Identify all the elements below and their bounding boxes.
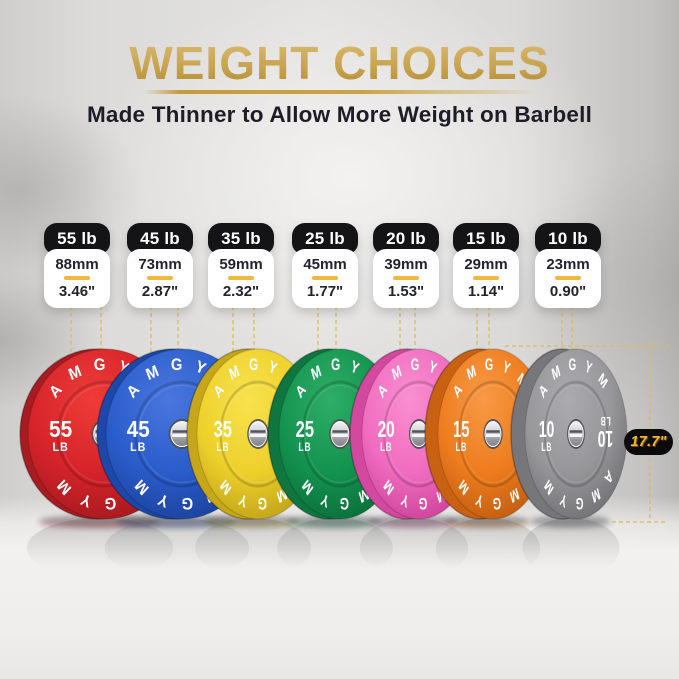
spec-thickness-mm: 59mm [219, 256, 263, 273]
spec-card-15lb: 15 lb 29mm 1.14" [453, 223, 519, 308]
plate-weight-number: 15 [453, 417, 470, 443]
plate-weight-number: 10 [539, 418, 554, 443]
plate-weight-unit: LB [216, 442, 229, 455]
page-subtitle: Made Thinner to Allow More Weight on Bar… [86, 102, 593, 127]
plate-weight-unit: LB [541, 441, 552, 454]
spec-card-body: 23mm 0.90" [535, 249, 601, 308]
spec-divider [147, 276, 173, 280]
header: WEIGHT CHOICES Made Thinner to Allow Mor… [0, 40, 679, 128]
diameter-badge: 17.7" [624, 429, 673, 455]
spec-divider [393, 276, 419, 280]
page-title: WEIGHT CHOICES [0, 40, 679, 86]
spec-card-body: 88mm 3.46" [44, 249, 110, 308]
plate-weight-unit: LB [298, 442, 311, 455]
title-underline [143, 90, 536, 94]
spec-thickness-inches: 2.87" [141, 282, 179, 300]
spec-thickness-inches: 2.32" [222, 282, 260, 300]
plate-weight-number: 25 [296, 417, 314, 442]
spec-thickness-mm: 45mm [303, 256, 347, 273]
spec-divider [228, 276, 254, 280]
spec-card-25lb: 25 lb 45mm 1.77" [292, 223, 358, 308]
spec-card-body: 59mm 2.32" [208, 249, 274, 308]
plate-weight-unit: LB [52, 442, 68, 455]
spec-card-body: 29mm 1.14" [453, 249, 519, 308]
spec-card-body: 73mm 2.87" [127, 249, 193, 308]
plate-weight-unit: LB [380, 442, 392, 455]
spec-thickness-mm: 29mm [464, 256, 508, 273]
plate-weight-number: 55 [49, 416, 72, 442]
spec-divider [312, 276, 338, 280]
spec-thickness-mm: 23mm [546, 256, 590, 273]
plate-weight-unit: LB [600, 413, 611, 426]
plate-weight-unit: LB [130, 442, 146, 455]
spec-thickness-inches: 1.53" [387, 282, 425, 300]
plate-weight-number: 10 [598, 425, 613, 450]
spec-thickness-inches: 1.77" [306, 282, 344, 300]
plate-weight-number: 45 [127, 416, 150, 442]
spec-thickness-mm: 39mm [384, 256, 428, 273]
spec-thickness-inches: 0.90" [549, 282, 587, 300]
spec-card-20lb: 20 lb 39mm 1.53" [373, 223, 439, 308]
spec-card-55lb: 55 lb 88mm 3.46" [44, 223, 110, 308]
spec-thickness-mm: 73mm [138, 256, 182, 273]
spec-card-45lb: 45 lb 73mm 2.87" [127, 223, 193, 308]
spec-thickness-mm: 88mm [55, 256, 99, 273]
spec-divider [473, 276, 499, 280]
spec-divider [64, 276, 90, 280]
spec-divider [555, 276, 581, 280]
spec-thickness-inches: 3.46" [58, 282, 96, 300]
spec-card-body: 45mm 1.77" [292, 249, 358, 308]
plate-weight-unit: LB [455, 442, 467, 455]
spec-card-body: 39mm 1.53" [373, 249, 439, 308]
spec-card-10lb: 10 lb 23mm 0.90" [535, 223, 601, 308]
spec-card-35lb: 35 lb 59mm 2.32" [208, 223, 274, 308]
plate-weight-number: 35 [214, 417, 232, 442]
spec-thickness-inches: 1.14" [467, 282, 505, 300]
plate-weight-number: 20 [378, 417, 395, 443]
